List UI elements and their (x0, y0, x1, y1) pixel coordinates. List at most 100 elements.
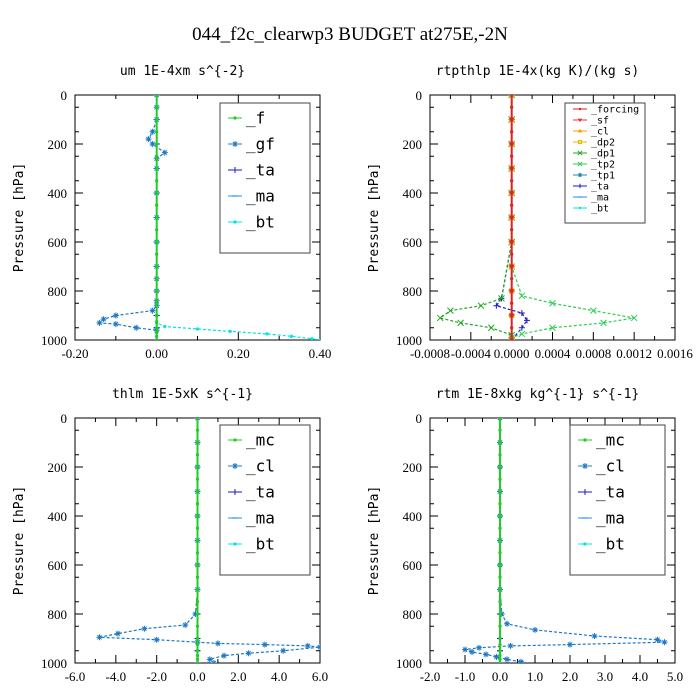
legend-label: _cl (596, 457, 625, 476)
data-point-bt (289, 334, 294, 338)
data-point-f (155, 105, 159, 109)
data-point-mc (498, 661, 502, 663)
data-point-forcing (510, 228, 514, 232)
legend-marker-ta (232, 167, 238, 173)
data-point-mc (195, 453, 200, 457)
legend-label: _tp1 (591, 171, 615, 182)
data-point-ta (523, 317, 530, 324)
x-tick-label: 4.0 (632, 669, 648, 684)
y-tick-label: 800 (48, 284, 68, 299)
data-point-ta (493, 302, 500, 309)
data-point-tp2 (600, 319, 607, 327)
data-point-mc (195, 587, 200, 592)
legend-label: _bt (596, 535, 625, 554)
data-point-gf (112, 321, 119, 328)
legend-marker-forcing (578, 107, 582, 111)
legend: _mc _cl _ta _ma _bt (569, 424, 666, 576)
legend-marker-bt (583, 542, 587, 546)
data-point-cl (591, 633, 598, 640)
data-point-f (155, 130, 159, 134)
data-point-gf (96, 319, 103, 326)
legend-marker-gf (232, 141, 238, 147)
legend-box (564, 102, 646, 224)
data-point-cl (245, 650, 252, 657)
data-point-forcing (510, 105, 514, 109)
data-point-mc (195, 489, 200, 494)
panel-3: thlm 1E-5xK s^{-1} Pressure [hPa] -6.0 -4.0… (12, 387, 328, 684)
legend-marker-sf (577, 118, 583, 123)
data-point-bt (265, 332, 269, 336)
data-point-cl (483, 651, 489, 658)
legend-marker-ta (577, 183, 583, 189)
data-point-forcing (510, 215, 514, 220)
y-tick-label: 1000 (41, 656, 67, 671)
data-point-mc (498, 649, 502, 653)
legend-label: _tp2 (591, 160, 615, 171)
data-point-f (155, 166, 159, 171)
data-point-forcing (510, 301, 514, 305)
data-point-f (155, 95, 159, 97)
y-tick-label: 800 (403, 284, 423, 299)
data-point-cl (206, 656, 213, 663)
data-point-mc (498, 526, 502, 530)
x-tick-label: -4.0 (106, 669, 127, 684)
x-tick-label: 5.0 (667, 669, 683, 684)
data-point-cl (504, 620, 510, 627)
x-tick-label: -0.0008 (410, 346, 450, 361)
data-point-f (155, 203, 159, 207)
data-point-mc (498, 440, 502, 445)
x-tick-label: 2.0 (230, 669, 246, 684)
y-tick-label: 600 (48, 558, 68, 573)
y-axis-label: Pressure [hPa] (12, 163, 27, 273)
data-point-cl (221, 652, 228, 659)
legend-label: _ma (596, 509, 625, 528)
data-point-gf (161, 149, 168, 156)
data-point-cl (153, 636, 160, 643)
legend-label: _bt (246, 535, 275, 554)
data-point-tp2 (589, 307, 597, 314)
legend-label: _bt (246, 213, 275, 232)
data-point-forcing (510, 240, 514, 244)
data-point-mc (498, 418, 502, 420)
data-point-cl (462, 646, 468, 653)
y-tick-label: 200 (48, 460, 68, 475)
x-tick-label: -0.20 (61, 346, 88, 361)
legend-label: _gf (246, 135, 275, 154)
data-point-cl (182, 622, 189, 629)
data-point-f (155, 240, 159, 244)
y-tick-label: 400 (403, 186, 423, 201)
data-point-f (155, 319, 159, 324)
legend-marker-mc (233, 438, 237, 442)
x-tick-label: 0.0 (189, 669, 205, 684)
legend-label: _dp1 (591, 149, 615, 160)
data-point-forcing (510, 203, 514, 207)
data-point-cl (114, 630, 121, 637)
data-point-bt (310, 337, 314, 340)
series-group (462, 418, 668, 663)
legend-marker-cl (232, 463, 238, 469)
legend-label: _ta (246, 161, 275, 180)
data-point-mc (498, 428, 502, 432)
legend: _mc _cl _ta _ma _bt (219, 424, 311, 576)
panel-1: um 1E-4xm s^{-2} Pressure [hPa] -0.20 0.00 0… (12, 64, 331, 361)
data-point-cl (498, 611, 505, 617)
data-point-mc (195, 465, 200, 469)
data-point-mc (195, 477, 200, 481)
data-point-bt (195, 327, 200, 331)
data-point-mc (195, 642, 200, 647)
y-tick-label: 0 (61, 88, 68, 103)
data-point-dp1 (498, 294, 505, 302)
data-point-forcing (510, 142, 514, 146)
legend-label: _mc (246, 431, 275, 450)
series-group (96, 418, 320, 663)
legend-label: _ma (246, 509, 275, 528)
data-point-mc (498, 453, 502, 457)
data-point-gf (149, 307, 156, 314)
x-tick-label: 1.0 (527, 669, 543, 684)
legend-label: _mc (596, 431, 625, 450)
legend-label: _ta (246, 483, 275, 502)
y-tick-label: 400 (48, 509, 68, 524)
data-point-mc (195, 600, 200, 604)
data-point-gf (133, 324, 140, 331)
